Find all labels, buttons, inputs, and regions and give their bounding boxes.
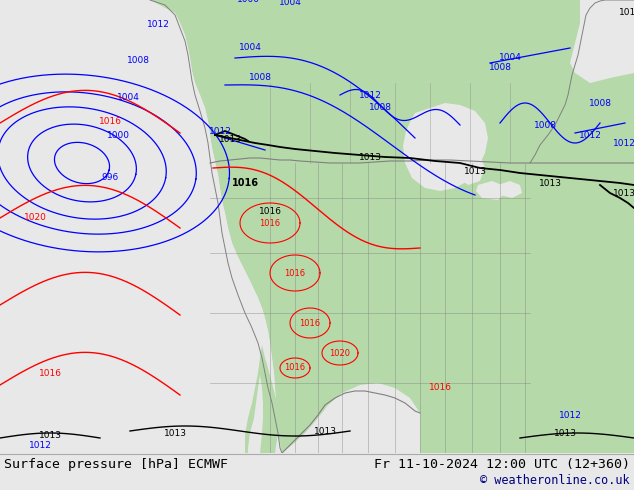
- Text: 1008: 1008: [533, 121, 557, 129]
- Text: 1012: 1012: [612, 139, 634, 147]
- Text: 1004: 1004: [117, 94, 139, 102]
- Text: 1008: 1008: [588, 98, 612, 107]
- Text: 1013: 1013: [553, 428, 576, 438]
- Text: 1013: 1013: [538, 178, 562, 188]
- Text: 1000: 1000: [107, 130, 129, 140]
- Text: 1004: 1004: [238, 44, 261, 52]
- Text: Fr 11-10-2024 12:00 UTC (12+360): Fr 11-10-2024 12:00 UTC (12+360): [374, 458, 630, 470]
- Polygon shape: [403, 103, 488, 191]
- Polygon shape: [0, 0, 282, 453]
- Text: 1004: 1004: [498, 53, 521, 63]
- Text: 1008: 1008: [489, 64, 512, 73]
- Polygon shape: [498, 181, 522, 198]
- Polygon shape: [443, 155, 458, 188]
- Text: 1016: 1016: [429, 384, 451, 392]
- Text: 1008: 1008: [249, 74, 271, 82]
- Text: 1013: 1013: [313, 426, 337, 436]
- Text: 1016: 1016: [299, 318, 321, 327]
- Text: 1016: 1016: [98, 117, 122, 125]
- Text: 1016: 1016: [259, 219, 281, 227]
- Text: 1013: 1013: [358, 153, 382, 163]
- Text: © weatheronline.co.uk: © weatheronline.co.uk: [481, 473, 630, 487]
- Text: 1012: 1012: [359, 91, 382, 99]
- Text: 1000: 1000: [236, 0, 259, 4]
- Text: 1012: 1012: [559, 411, 581, 419]
- Text: 1008: 1008: [127, 56, 150, 66]
- Text: 1020: 1020: [23, 214, 46, 222]
- Polygon shape: [280, 383, 420, 453]
- Polygon shape: [570, 0, 634, 83]
- Text: 1012: 1012: [209, 126, 231, 136]
- Polygon shape: [245, 345, 280, 453]
- Text: 1020: 1020: [330, 348, 351, 358]
- Text: 1013: 1013: [619, 8, 634, 18]
- Text: 1013: 1013: [164, 428, 186, 438]
- Text: 996: 996: [101, 173, 119, 182]
- Text: 1013: 1013: [463, 167, 486, 175]
- Text: 1016: 1016: [259, 206, 281, 216]
- Polygon shape: [248, 375, 263, 453]
- Text: 1016: 1016: [231, 178, 259, 188]
- Text: 1016: 1016: [285, 269, 306, 277]
- Text: 1008: 1008: [368, 103, 392, 113]
- Text: 1004: 1004: [278, 0, 301, 7]
- Text: 1016: 1016: [285, 364, 306, 372]
- Polygon shape: [458, 148, 485, 185]
- Text: 1012: 1012: [579, 130, 602, 140]
- Text: 1012: 1012: [29, 441, 51, 449]
- Polygon shape: [0, 0, 634, 453]
- Polygon shape: [426, 135, 472, 170]
- Text: 1013: 1013: [39, 431, 61, 440]
- Text: 1016: 1016: [39, 368, 61, 377]
- Text: 1012: 1012: [146, 21, 169, 29]
- Text: Surface pressure [hPa] ECMWF: Surface pressure [hPa] ECMWF: [4, 458, 228, 470]
- Text: 1013: 1013: [219, 134, 242, 144]
- Polygon shape: [476, 181, 505, 200]
- Text: 1013: 1013: [612, 189, 634, 197]
